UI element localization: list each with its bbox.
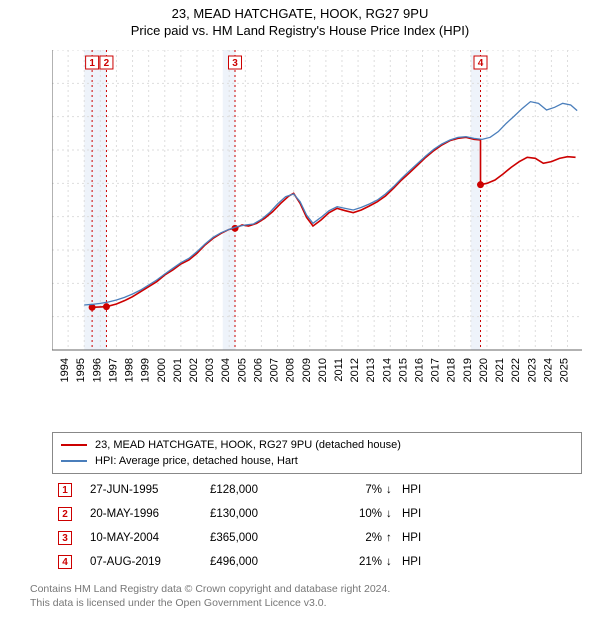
svg-text:2021: 2021 <box>494 358 506 382</box>
svg-text:2007: 2007 <box>269 358 281 382</box>
svg-text:1993: 1993 <box>52 358 55 382</box>
transaction-date: 20-MAY-1996 <box>90 508 210 520</box>
svg-text:2: 2 <box>104 58 110 69</box>
svg-text:2001: 2001 <box>172 358 184 382</box>
transaction-row: 4 07-AUG-2019£496,00021%↓HPI <box>52 550 582 574</box>
arrow-up-icon: ↑ <box>386 532 402 544</box>
svg-text:2016: 2016 <box>414 358 426 382</box>
transaction-price: £496,000 <box>210 556 330 568</box>
transaction-marker: 1 <box>58 483 72 497</box>
svg-text:1: 1 <box>89 58 95 69</box>
chart-svg: £0£100K£200K£300K£400K£500K£600K£700K£80… <box>52 50 582 390</box>
svg-text:2005: 2005 <box>236 358 248 382</box>
transaction-row: 2 20-MAY-1996£130,00010%↓HPI <box>52 502 582 526</box>
svg-text:2003: 2003 <box>204 358 216 382</box>
svg-text:1994: 1994 <box>59 358 71 382</box>
transaction-price: £128,000 <box>210 484 330 496</box>
svg-text:2023: 2023 <box>526 358 538 382</box>
svg-text:2009: 2009 <box>301 358 313 382</box>
legend: 23, MEAD HATCHGATE, HOOK, RG27 9PU (deta… <box>52 432 582 474</box>
legend-label: 23, MEAD HATCHGATE, HOOK, RG27 9PU (deta… <box>95 439 401 451</box>
svg-text:2010: 2010 <box>317 358 329 382</box>
transaction-rel: HPI <box>402 532 442 544</box>
chart-area: £0£100K£200K£300K£400K£500K£600K£700K£80… <box>52 50 582 390</box>
svg-text:2019: 2019 <box>462 358 474 382</box>
legend-swatch <box>61 460 87 462</box>
svg-text:2004: 2004 <box>220 358 232 382</box>
transaction-table: 127-JUN-1995£128,0007%↓HPI220-MAY-1996£1… <box>52 478 582 574</box>
transaction-row: 1 27-JUN-1995£128,0007%↓HPI <box>52 478 582 502</box>
svg-text:2018: 2018 <box>446 358 458 382</box>
svg-text:2014: 2014 <box>381 358 393 382</box>
footer: Contains HM Land Registry data © Crown c… <box>30 582 582 610</box>
title-block: 23, MEAD HATCHGATE, HOOK, RG27 9PU Price… <box>0 0 600 40</box>
transaction-row: 3 10-MAY-2004£365,0002%↑HPI <box>52 526 582 550</box>
chart-container: 23, MEAD HATCHGATE, HOOK, RG27 9PU Price… <box>0 0 600 620</box>
svg-text:4: 4 <box>478 58 484 69</box>
svg-text:2006: 2006 <box>252 358 264 382</box>
svg-text:3: 3 <box>232 58 238 69</box>
transaction-date: 27-JUN-1995 <box>90 484 210 496</box>
transaction-pct: 2% <box>330 532 386 544</box>
transaction-rel: HPI <box>402 508 442 520</box>
transaction-price: £130,000 <box>210 508 330 520</box>
arrow-down-icon: ↓ <box>386 508 402 520</box>
transaction-price: £365,000 <box>210 532 330 544</box>
arrow-down-icon: ↓ <box>386 484 402 496</box>
transaction-pct: 7% <box>330 484 386 496</box>
svg-text:1998: 1998 <box>124 358 136 382</box>
svg-text:1997: 1997 <box>107 358 119 382</box>
transaction-marker: 2 <box>58 507 72 521</box>
transaction-date: 10-MAY-2004 <box>90 532 210 544</box>
title-address: 23, MEAD HATCHGATE, HOOK, RG27 9PU <box>10 6 590 21</box>
transaction-marker: 3 <box>58 531 72 545</box>
transaction-pct: 10% <box>330 508 386 520</box>
arrow-down-icon: ↓ <box>386 556 402 568</box>
transaction-marker: 4 <box>58 555 72 569</box>
svg-text:2002: 2002 <box>188 358 200 382</box>
footer-line2: This data is licensed under the Open Gov… <box>30 596 582 610</box>
svg-text:2017: 2017 <box>430 358 442 382</box>
svg-text:2012: 2012 <box>349 358 361 382</box>
legend-item: 23, MEAD HATCHGATE, HOOK, RG27 9PU (deta… <box>61 437 573 453</box>
transaction-date: 07-AUG-2019 <box>90 556 210 568</box>
footer-line1: Contains HM Land Registry data © Crown c… <box>30 582 582 596</box>
svg-text:2013: 2013 <box>365 358 377 382</box>
transaction-pct: 21% <box>330 556 386 568</box>
transaction-rel: HPI <box>402 484 442 496</box>
svg-text:2015: 2015 <box>397 358 409 382</box>
svg-text:2020: 2020 <box>478 358 490 382</box>
legend-label: HPI: Average price, detached house, Hart <box>95 455 298 467</box>
svg-text:1999: 1999 <box>140 358 152 382</box>
legend-swatch <box>61 444 87 446</box>
svg-text:2024: 2024 <box>542 358 554 382</box>
legend-item: HPI: Average price, detached house, Hart <box>61 453 573 469</box>
transaction-rel: HPI <box>402 556 442 568</box>
svg-text:2011: 2011 <box>333 358 345 382</box>
svg-text:2022: 2022 <box>510 358 522 382</box>
title-subtitle: Price paid vs. HM Land Registry's House … <box>10 23 590 38</box>
svg-text:2000: 2000 <box>156 358 168 382</box>
svg-text:1995: 1995 <box>75 358 87 382</box>
svg-text:1996: 1996 <box>91 358 103 382</box>
svg-text:2008: 2008 <box>285 358 297 382</box>
svg-text:2025: 2025 <box>559 358 571 382</box>
